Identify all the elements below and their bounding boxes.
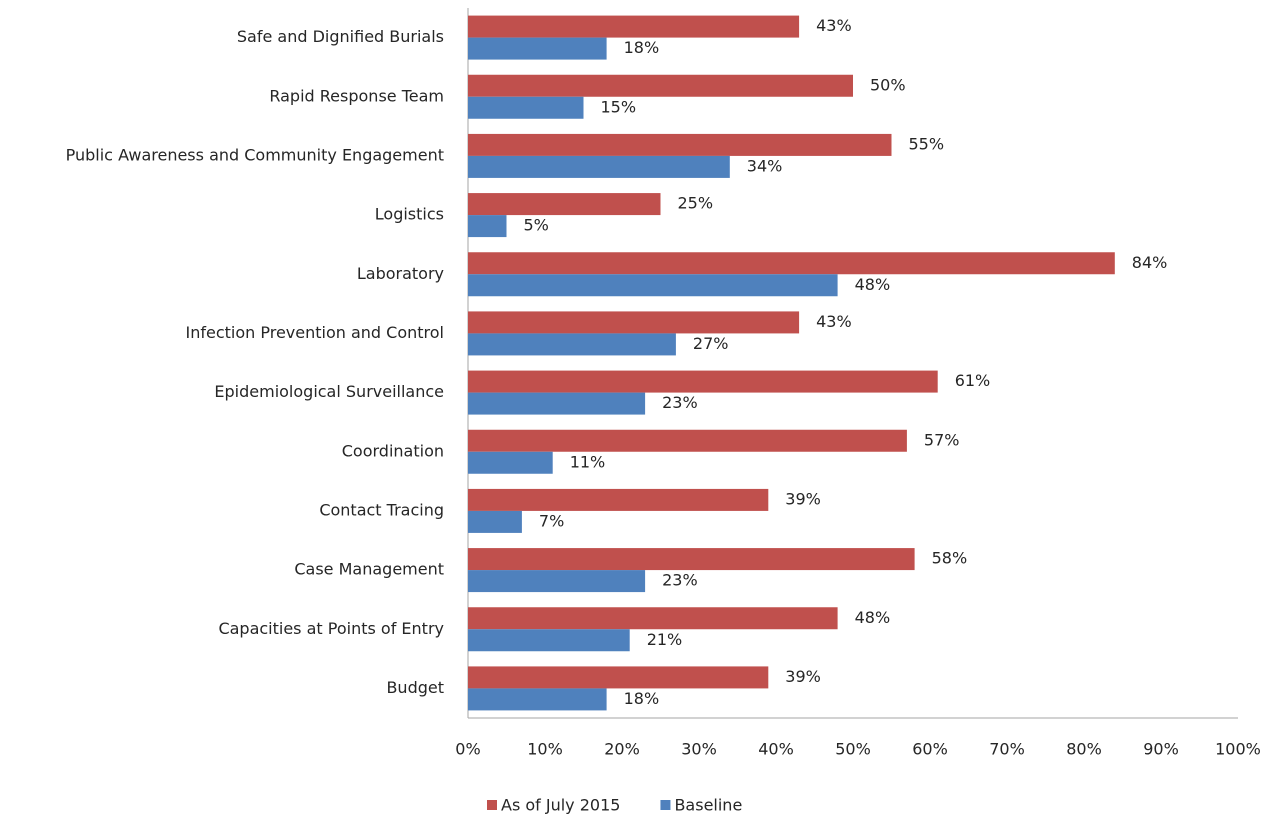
data-label: 11%: [570, 452, 606, 471]
bar: [468, 15, 800, 38]
x-tick-label: 100%: [1215, 740, 1261, 759]
bar: [468, 333, 676, 356]
data-label: 27%: [693, 334, 729, 353]
data-label: 5%: [524, 216, 549, 235]
bar: [468, 392, 646, 415]
bar: [468, 252, 1115, 275]
category-label: Logistics: [375, 205, 444, 224]
data-label: 7%: [539, 511, 564, 530]
category-label: Capacities at Points of Entry: [218, 619, 444, 638]
category-label: Rapid Response Team: [269, 86, 444, 105]
data-label: 39%: [785, 667, 821, 686]
legend-swatch: [487, 800, 497, 810]
data-label: 57%: [924, 430, 960, 449]
bar: [468, 155, 730, 178]
category-label: Case Management: [294, 560, 444, 579]
bar: [468, 629, 630, 652]
category-label: Budget: [386, 678, 444, 697]
category-label: Infection Prevention and Control: [185, 323, 444, 342]
x-tick-label: 30%: [681, 740, 717, 759]
data-label: 25%: [678, 194, 714, 213]
bar: [468, 607, 838, 630]
bar: [468, 215, 507, 238]
bar: [468, 96, 584, 119]
x-tick-label: 0%: [455, 740, 480, 759]
category-label: Contact Tracing: [319, 500, 444, 519]
bar: [468, 570, 646, 593]
bar: [468, 666, 769, 689]
data-label: 34%: [747, 156, 783, 175]
bar: [468, 451, 553, 474]
bar: [468, 133, 892, 156]
data-label: 18%: [624, 38, 660, 57]
bar: [468, 193, 661, 216]
category-label: Coordination: [342, 441, 444, 460]
category-label: Safe and Dignified Burials: [237, 27, 444, 46]
data-label: 15%: [601, 97, 637, 116]
data-label: 18%: [624, 689, 660, 708]
bar: [468, 37, 607, 60]
legend-label: As of July 2015: [501, 796, 620, 815]
data-label: 61%: [955, 371, 991, 390]
category-label: Public Awareness and Community Engagemen…: [66, 145, 444, 164]
bar: [468, 548, 915, 571]
x-tick-label: 70%: [989, 740, 1025, 759]
data-label: 55%: [909, 134, 945, 153]
data-label: 23%: [662, 393, 698, 412]
data-label: 58%: [932, 549, 968, 568]
category-label: Epidemiological Surveillance: [214, 382, 444, 401]
data-label: 39%: [785, 489, 821, 508]
x-tick-label: 50%: [835, 740, 871, 759]
bar: [468, 429, 907, 452]
bar: [468, 274, 838, 297]
data-label: 21%: [647, 630, 683, 649]
category-label: Laboratory: [357, 264, 444, 283]
bar: [468, 370, 938, 393]
x-tick-label: 10%: [527, 740, 563, 759]
x-tick-label: 40%: [758, 740, 794, 759]
bar: [468, 488, 769, 511]
legend-label: Baseline: [674, 796, 742, 815]
bar: [468, 510, 522, 533]
data-label: 48%: [855, 275, 891, 294]
bar: [468, 74, 853, 97]
data-label: 43%: [816, 16, 852, 35]
data-label: 48%: [855, 608, 891, 627]
data-label: 43%: [816, 312, 852, 331]
legend-swatch: [660, 800, 671, 810]
data-label: 84%: [1132, 253, 1168, 272]
x-tick-label: 80%: [1066, 740, 1102, 759]
x-tick-label: 60%: [912, 740, 948, 759]
bar: [468, 688, 607, 711]
bar: [468, 311, 800, 334]
x-tick-label: 90%: [1143, 740, 1179, 759]
x-tick-label: 20%: [604, 740, 640, 759]
data-label: 23%: [662, 571, 698, 590]
data-label: 50%: [870, 75, 906, 94]
